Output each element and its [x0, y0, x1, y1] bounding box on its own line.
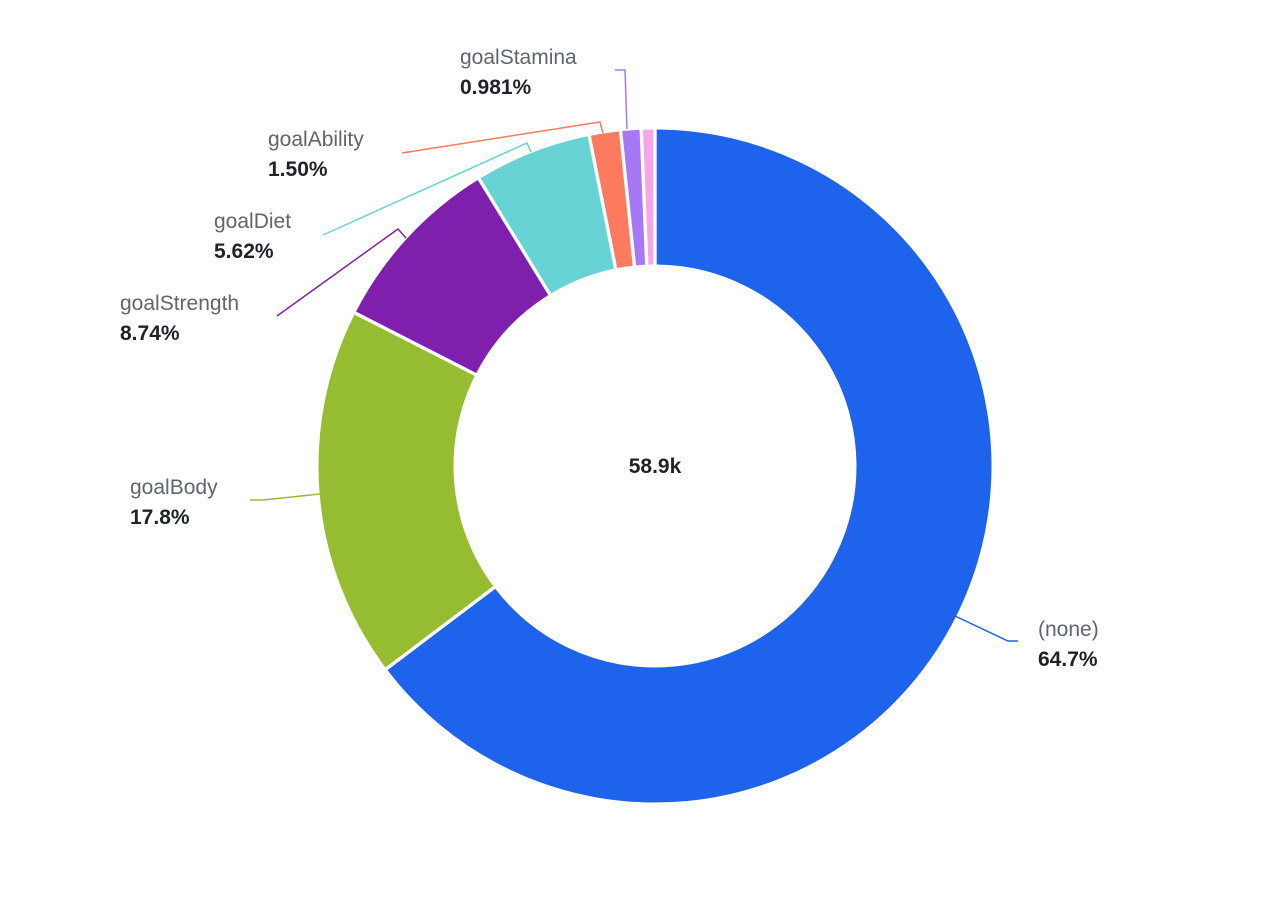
slice-label-name: goalDiet [214, 210, 291, 233]
slice-label-percent: 5.62% [214, 240, 274, 263]
slice-goalability[interactable] [590, 131, 633, 268]
leader-line [954, 615, 1018, 642]
slice-label-percent: 17.8% [130, 506, 190, 529]
leader-line [401, 121, 604, 154]
slice-label-percent: 8.74% [120, 322, 180, 345]
slice-labels: (none) 64.7% goalBody 17.8% goalStrength 8.74… [120, 46, 1099, 671]
leader-line [276, 227, 407, 317]
leader-line [250, 493, 321, 501]
slice-goalstrength[interactable] [356, 180, 549, 373]
slice-label-percent: 1.50% [268, 158, 328, 181]
slice-label-name: goalStamina [460, 46, 577, 69]
slice-none[interactable] [387, 129, 992, 803]
slice-label-name: (none) [1038, 618, 1099, 641]
slice-label-percent: 0.981% [460, 76, 532, 99]
slice-label-name: goalStrength [120, 292, 239, 315]
slice-goaldiet[interactable] [480, 136, 614, 294]
leader-line [615, 69, 628, 130]
slice-unlabeled[interactable] [642, 129, 654, 265]
slice-label-name: goalAbility [268, 128, 364, 151]
slice-label-percent: 64.7% [1038, 648, 1098, 671]
leader-lines [250, 69, 1018, 642]
slice-label-name: goalBody [130, 476, 218, 499]
donut-slices [318, 129, 992, 803]
leader-line [322, 142, 532, 236]
slice-goalbody[interactable] [318, 314, 493, 668]
center-total-label: 58.9k [629, 455, 682, 478]
slice-goalstamina[interactable] [622, 129, 646, 266]
